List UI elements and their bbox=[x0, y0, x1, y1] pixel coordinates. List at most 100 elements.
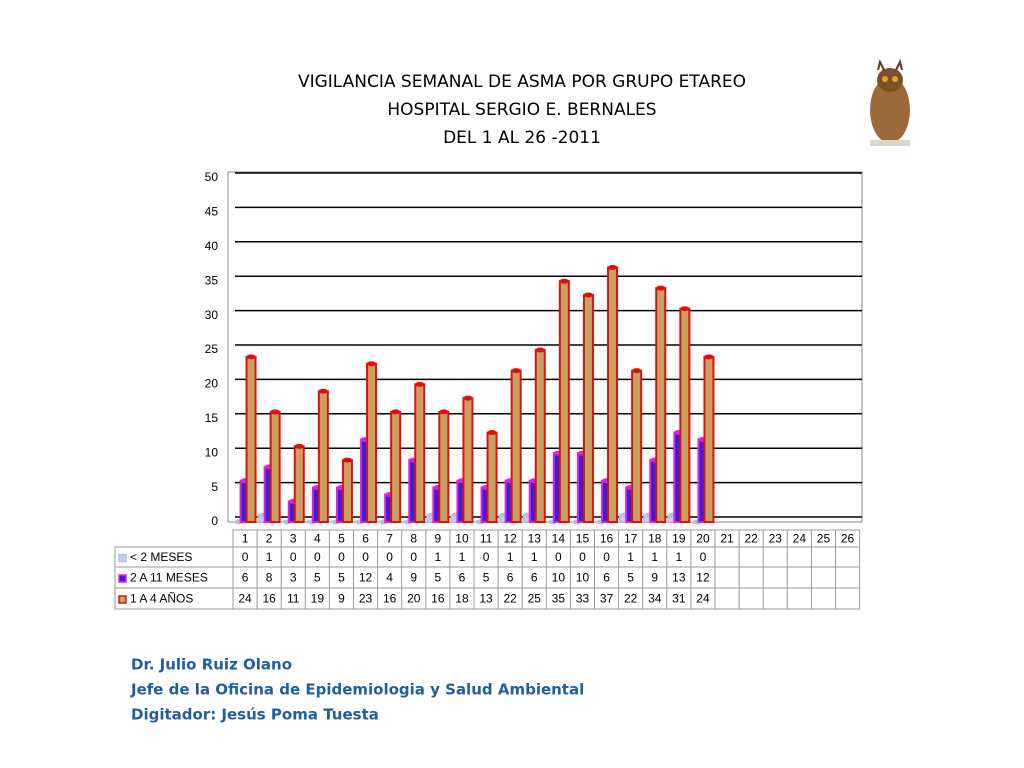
table-value: 11 bbox=[287, 592, 300, 606]
table-value: 37 bbox=[600, 592, 614, 606]
x-tick-label: 1 bbox=[242, 532, 249, 546]
table-value: 12 bbox=[359, 571, 373, 585]
bar bbox=[607, 264, 619, 523]
table-value: 9 bbox=[338, 592, 345, 606]
table-value: 5 bbox=[483, 571, 490, 585]
x-tick-label: 8 bbox=[410, 532, 417, 546]
footer-line: Dr. Julio Ruiz Olano bbox=[131, 656, 292, 674]
table-value: 10 bbox=[552, 571, 566, 585]
table-value: 0 bbox=[483, 550, 490, 564]
y-tick-label: 20 bbox=[205, 377, 219, 391]
bar bbox=[317, 388, 329, 523]
table-value: 1 bbox=[435, 550, 442, 564]
table-value: 6 bbox=[531, 571, 538, 585]
x-tick-label: 2 bbox=[266, 532, 273, 546]
table-value: 10 bbox=[576, 571, 590, 585]
x-tick-label: 15 bbox=[576, 532, 590, 546]
table-value: 1 bbox=[266, 550, 273, 564]
table-value: 0 bbox=[555, 550, 562, 564]
x-tick-label: 24 bbox=[793, 532, 807, 546]
y-tick-label: 15 bbox=[205, 411, 219, 425]
table-value: 5 bbox=[627, 571, 634, 585]
table-value: 12 bbox=[696, 571, 710, 585]
table-value: 9 bbox=[410, 571, 417, 585]
bar bbox=[679, 306, 691, 523]
footer-line: Jefe de la Oficina de Epidemiologia y Sa… bbox=[130, 681, 584, 699]
table-value: 5 bbox=[338, 571, 345, 585]
table-value: 23 bbox=[359, 592, 373, 606]
table-value: 0 bbox=[410, 550, 417, 564]
table-value: 6 bbox=[507, 571, 514, 585]
table-value: 31 bbox=[672, 592, 686, 606]
table-value: 1 bbox=[507, 550, 514, 564]
table-value: 16 bbox=[431, 592, 445, 606]
chart-title: HOSPITAL SERGIO E. BERNALES bbox=[387, 100, 656, 120]
table-value: 1 bbox=[459, 550, 466, 564]
y-tick-label: 50 bbox=[205, 170, 219, 184]
bar bbox=[582, 292, 594, 523]
table-value: 8 bbox=[266, 571, 273, 585]
x-tick-label: 25 bbox=[817, 532, 831, 546]
bar bbox=[655, 285, 667, 523]
y-tick-label: 45 bbox=[205, 205, 219, 219]
bar bbox=[486, 430, 498, 523]
y-tick-label: 0 bbox=[211, 514, 218, 528]
y-tick-label: 40 bbox=[205, 239, 219, 253]
y-tick-label: 5 bbox=[211, 480, 218, 494]
table-value: 1 bbox=[651, 550, 658, 564]
x-tick-label: 16 bbox=[600, 532, 614, 546]
x-tick-label: 5 bbox=[338, 532, 345, 546]
table-value: 0 bbox=[700, 550, 707, 564]
table-value: 0 bbox=[242, 550, 249, 564]
y-tick-label: 10 bbox=[205, 445, 219, 459]
table-value: 33 bbox=[576, 592, 590, 606]
legend-label: 2 A 11 MESES bbox=[130, 571, 208, 585]
legend-swatch bbox=[118, 553, 127, 563]
table-value: 24 bbox=[238, 592, 252, 606]
x-tick-label: 23 bbox=[769, 532, 783, 546]
table-value: 0 bbox=[603, 550, 610, 564]
table-value: 16 bbox=[262, 592, 276, 606]
footer-line: Digitador: Jesús Poma Tuesta bbox=[131, 706, 379, 724]
bar bbox=[341, 457, 353, 523]
owl-icon bbox=[870, 59, 910, 146]
bar bbox=[390, 409, 402, 524]
x-tick-label: 20 bbox=[696, 532, 710, 546]
x-tick-label: 21 bbox=[720, 532, 734, 546]
table-value: 13 bbox=[479, 592, 493, 606]
table-value: 0 bbox=[314, 550, 321, 564]
x-tick-label: 10 bbox=[455, 532, 469, 546]
x-tick-label: 19 bbox=[672, 532, 686, 546]
table-value: 34 bbox=[648, 592, 662, 606]
table-value: 1 bbox=[676, 550, 683, 564]
table-value: 13 bbox=[672, 571, 686, 585]
x-tick-label: 17 bbox=[624, 532, 638, 546]
legend-swatch bbox=[118, 574, 127, 583]
table-value: 22 bbox=[624, 592, 638, 606]
x-tick-label: 12 bbox=[503, 532, 517, 546]
table-value: 5 bbox=[314, 571, 321, 585]
bar bbox=[631, 368, 643, 524]
table-value: 25 bbox=[528, 592, 542, 606]
table-value: 4 bbox=[386, 571, 393, 585]
legend-label: 1 A 4 AÑOS bbox=[130, 592, 193, 606]
x-tick-label: 6 bbox=[362, 532, 369, 546]
table-value: 1 bbox=[531, 550, 538, 564]
table-value: 0 bbox=[338, 550, 345, 564]
table-value: 6 bbox=[459, 571, 466, 585]
table-value: 0 bbox=[290, 550, 297, 564]
table-value: 6 bbox=[603, 571, 610, 585]
legend-label: < 2 MESES bbox=[130, 550, 192, 564]
legend-swatch bbox=[118, 595, 127, 604]
x-tick-label: 11 bbox=[480, 532, 493, 546]
table-value: 16 bbox=[383, 592, 397, 606]
x-tick-label: 14 bbox=[552, 532, 566, 546]
table-value: 35 bbox=[552, 592, 566, 606]
table-value: 5 bbox=[435, 571, 442, 585]
bar bbox=[269, 409, 281, 524]
x-tick-label: 4 bbox=[314, 532, 321, 546]
x-tick-label: 9 bbox=[435, 532, 442, 546]
table-value: 0 bbox=[362, 550, 369, 564]
table-value: 19 bbox=[311, 592, 325, 606]
